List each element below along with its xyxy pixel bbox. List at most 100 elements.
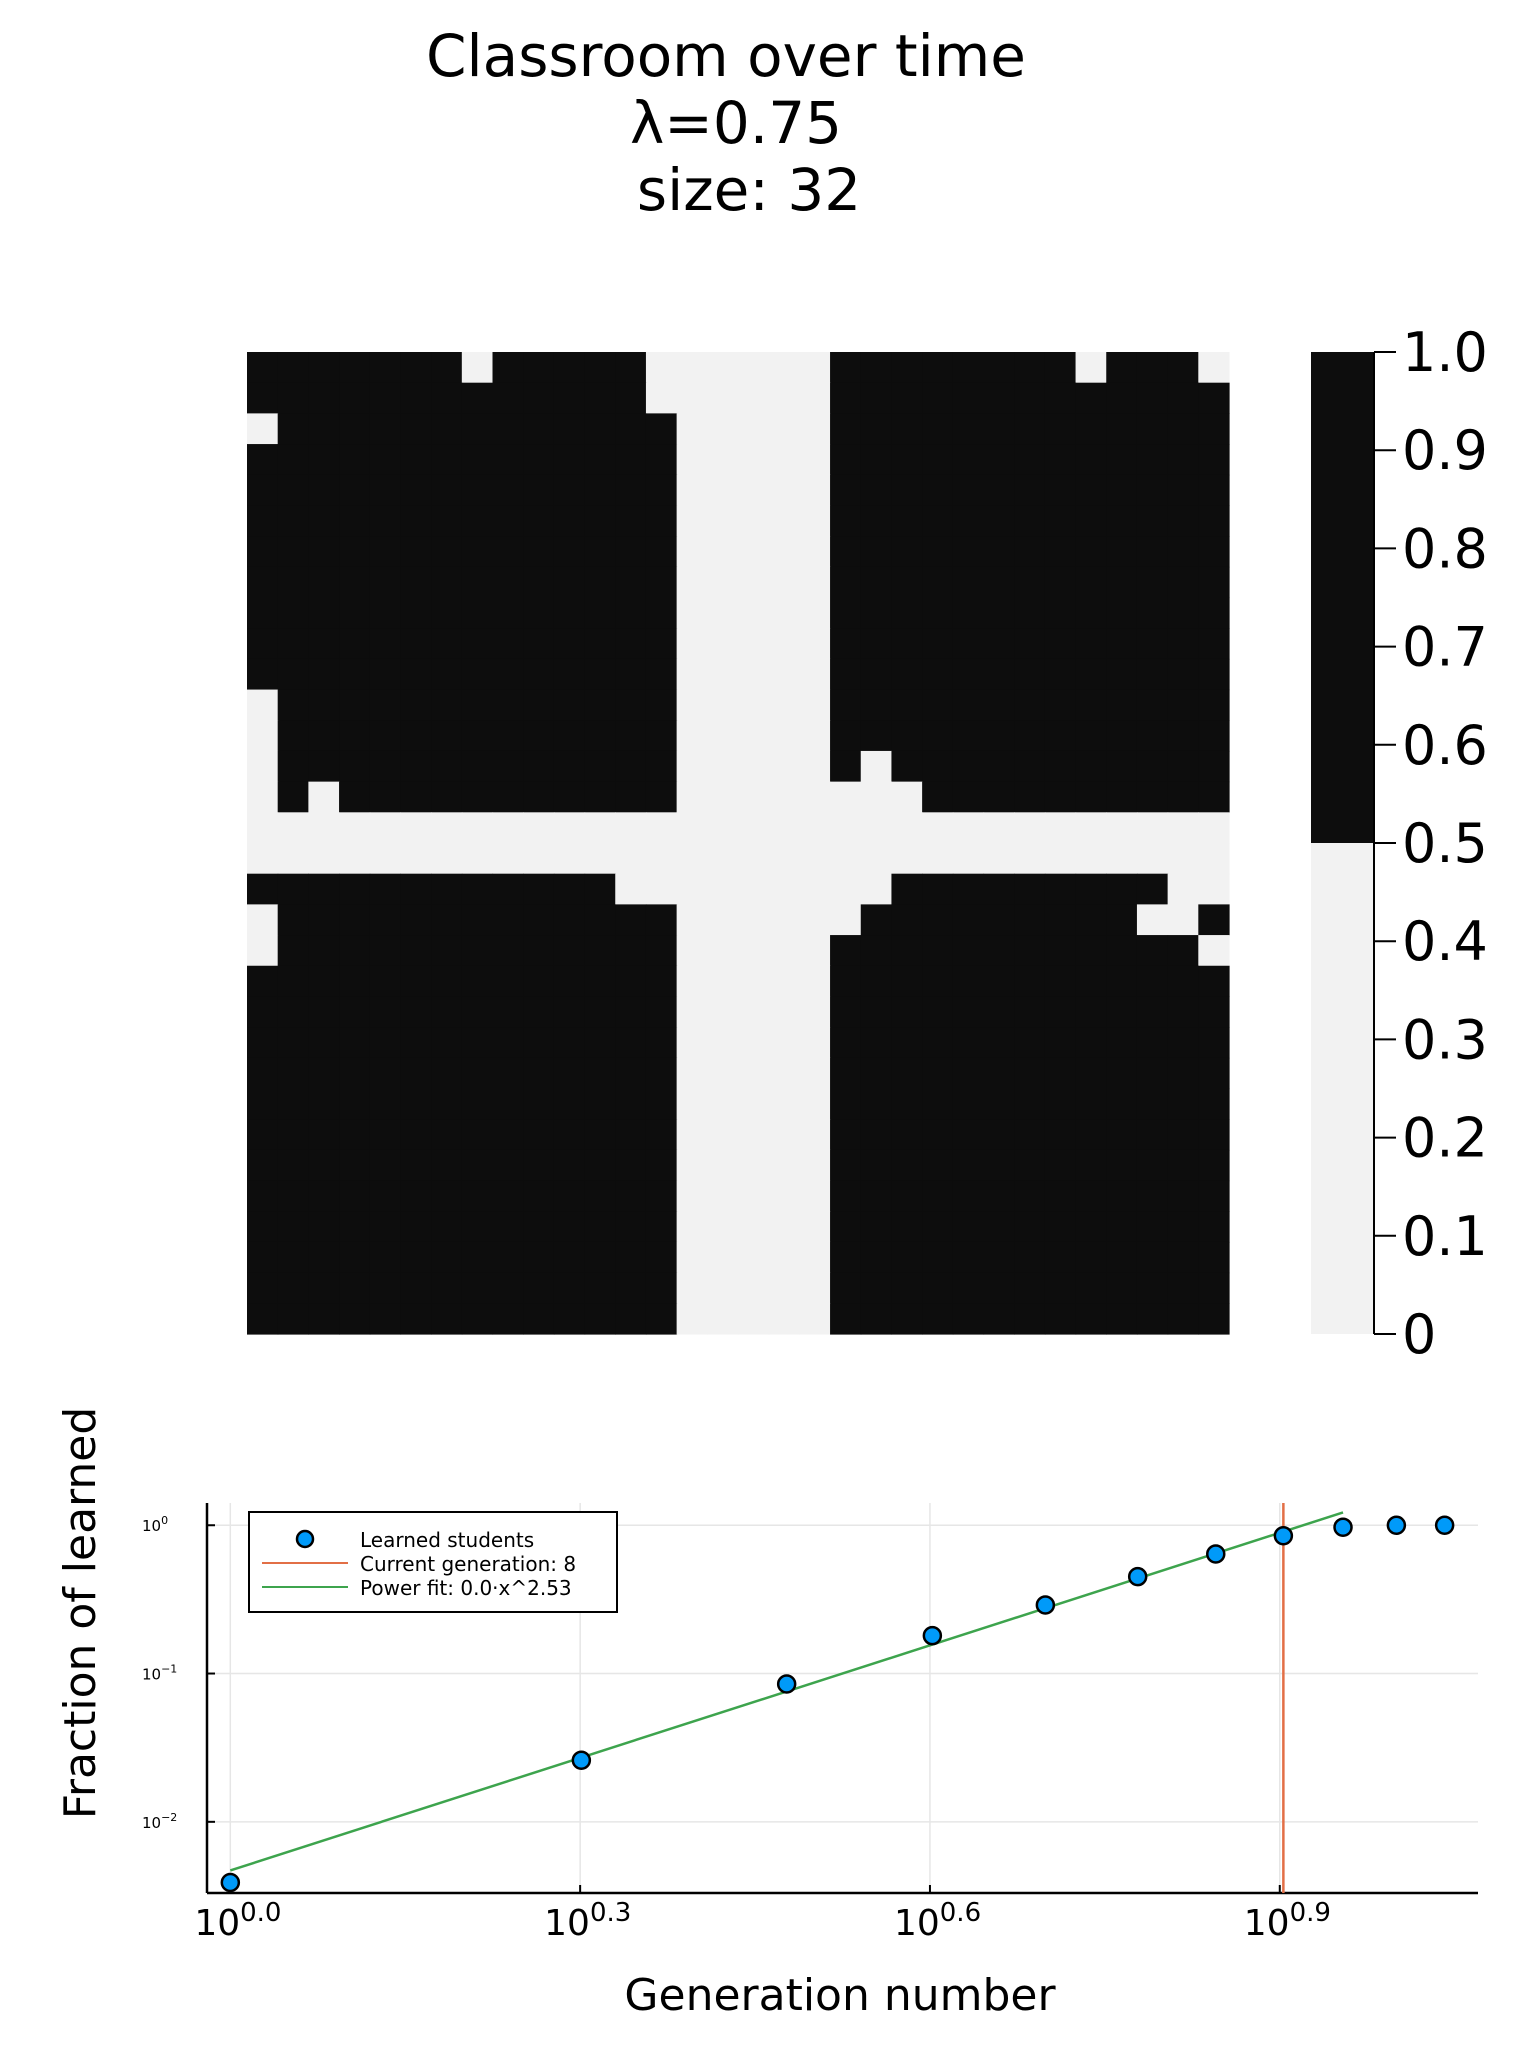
heatmap-cell xyxy=(493,1089,524,1120)
heatmap-cell xyxy=(922,782,953,813)
heatmap-cell xyxy=(861,1058,892,1089)
heatmap-cell xyxy=(615,1119,646,1150)
heatmap-cell xyxy=(493,1211,524,1242)
heatmap-cell xyxy=(707,659,738,690)
heatmap-cell xyxy=(1076,690,1107,721)
heatmap-cell xyxy=(1168,1058,1199,1089)
heatmap-cell xyxy=(738,720,769,751)
heatmap-cell xyxy=(523,751,554,782)
heatmap-cell xyxy=(431,475,462,506)
heatmap-cell xyxy=(1106,1089,1137,1120)
heatmap-cell xyxy=(462,1181,493,1212)
heatmap-cell xyxy=(585,690,616,721)
heatmap-cell xyxy=(585,1273,616,1304)
heatmap-cell xyxy=(830,935,861,966)
heatmap-cell xyxy=(707,628,738,659)
heatmap-cell xyxy=(278,444,309,475)
heatmap-cell xyxy=(523,1273,554,1304)
heatmap-cell xyxy=(891,996,922,1027)
heatmap-cell xyxy=(493,782,524,813)
heatmap-cell xyxy=(1198,1181,1229,1212)
heatmap-cell xyxy=(1076,1303,1107,1334)
heatmap-cell xyxy=(861,352,892,383)
heatmap-cell xyxy=(308,1089,339,1120)
heatmap-cell xyxy=(400,904,431,935)
heatmap-cell xyxy=(278,1273,309,1304)
heatmap-cell xyxy=(308,1211,339,1242)
heatmap-cell xyxy=(1137,536,1168,567)
heatmap-cell xyxy=(1045,782,1076,813)
heatmap-cell xyxy=(799,782,830,813)
heatmap-cell xyxy=(308,444,339,475)
heatmap-cell xyxy=(1137,812,1168,843)
heatmap-cell xyxy=(308,843,339,874)
heatmap-cell xyxy=(922,383,953,414)
heatmap-cell xyxy=(799,536,830,567)
heatmap-cell xyxy=(769,1058,800,1089)
heatmap-cell xyxy=(861,1027,892,1058)
heatmap-cell xyxy=(1168,1089,1199,1120)
heatmap-cell xyxy=(1014,598,1045,629)
heatmap-cell xyxy=(984,1211,1015,1242)
heatmap-cell xyxy=(308,536,339,567)
heatmap-cell xyxy=(830,843,861,874)
heatmap-cell xyxy=(891,843,922,874)
heatmap-cell xyxy=(1076,1150,1107,1181)
heatmap-cell xyxy=(554,1150,585,1181)
heatmap-cell xyxy=(677,1027,708,1058)
heatmap-cell xyxy=(431,628,462,659)
heatmap-cell xyxy=(370,874,401,905)
heatmap-cell xyxy=(891,444,922,475)
heatmap-cell xyxy=(984,444,1015,475)
heatmap-cell xyxy=(493,1242,524,1273)
heatmap-cell xyxy=(1106,812,1137,843)
heatmap-cell xyxy=(370,1027,401,1058)
heatmap-cell xyxy=(339,966,370,997)
heatmap-cell xyxy=(1168,352,1199,383)
heatmap-cell xyxy=(431,659,462,690)
heatmap-cell xyxy=(738,874,769,905)
heatmap-cell xyxy=(585,628,616,659)
heatmap-cell xyxy=(400,1119,431,1150)
colorbar-tick-label: 1.0 xyxy=(1402,321,1488,384)
heatmap-cell xyxy=(1076,444,1107,475)
heatmap-cell xyxy=(1045,1242,1076,1273)
heatmap-cell xyxy=(554,690,585,721)
heatmap-cell xyxy=(799,628,830,659)
heatmap-cell xyxy=(308,935,339,966)
heatmap-cell xyxy=(707,1089,738,1120)
heatmap-cell xyxy=(1106,1211,1137,1242)
heatmap-cell xyxy=(1198,1027,1229,1058)
heatmap-cell xyxy=(861,690,892,721)
heatmap-cell xyxy=(1137,1211,1168,1242)
heatmap-cell xyxy=(646,782,677,813)
heatmap-cell xyxy=(891,1181,922,1212)
heatmap-cell xyxy=(1106,690,1137,721)
heatmap-cell xyxy=(861,1089,892,1120)
heatmap-cell xyxy=(431,444,462,475)
heatmap-cell xyxy=(523,996,554,1027)
heatmap-cell xyxy=(615,567,646,598)
heatmap-cell xyxy=(1198,1119,1229,1150)
heatmap-cell xyxy=(953,475,984,506)
heatmap-cell xyxy=(585,598,616,629)
heatmap-cell xyxy=(1076,874,1107,905)
heatmap-cell xyxy=(1198,598,1229,629)
heatmap-cell xyxy=(1198,659,1229,690)
heatmap-cell xyxy=(493,751,524,782)
heatmap-cell xyxy=(799,475,830,506)
heatmap-cell xyxy=(799,1273,830,1304)
heatmap-cell xyxy=(585,413,616,444)
heatmap-cell xyxy=(370,843,401,874)
heatmap-cell xyxy=(493,567,524,598)
heatmap-cell xyxy=(585,1119,616,1150)
heatmap-cell xyxy=(339,383,370,414)
heatmap-cell xyxy=(1137,444,1168,475)
heatmap-cell xyxy=(1076,413,1107,444)
heatmap-cell xyxy=(1106,659,1137,690)
heatmap-cell xyxy=(462,1303,493,1334)
heatmap-cell xyxy=(554,505,585,536)
heatmap-cell xyxy=(861,1211,892,1242)
heatmap-cell xyxy=(830,567,861,598)
heatmap-cell xyxy=(339,475,370,506)
